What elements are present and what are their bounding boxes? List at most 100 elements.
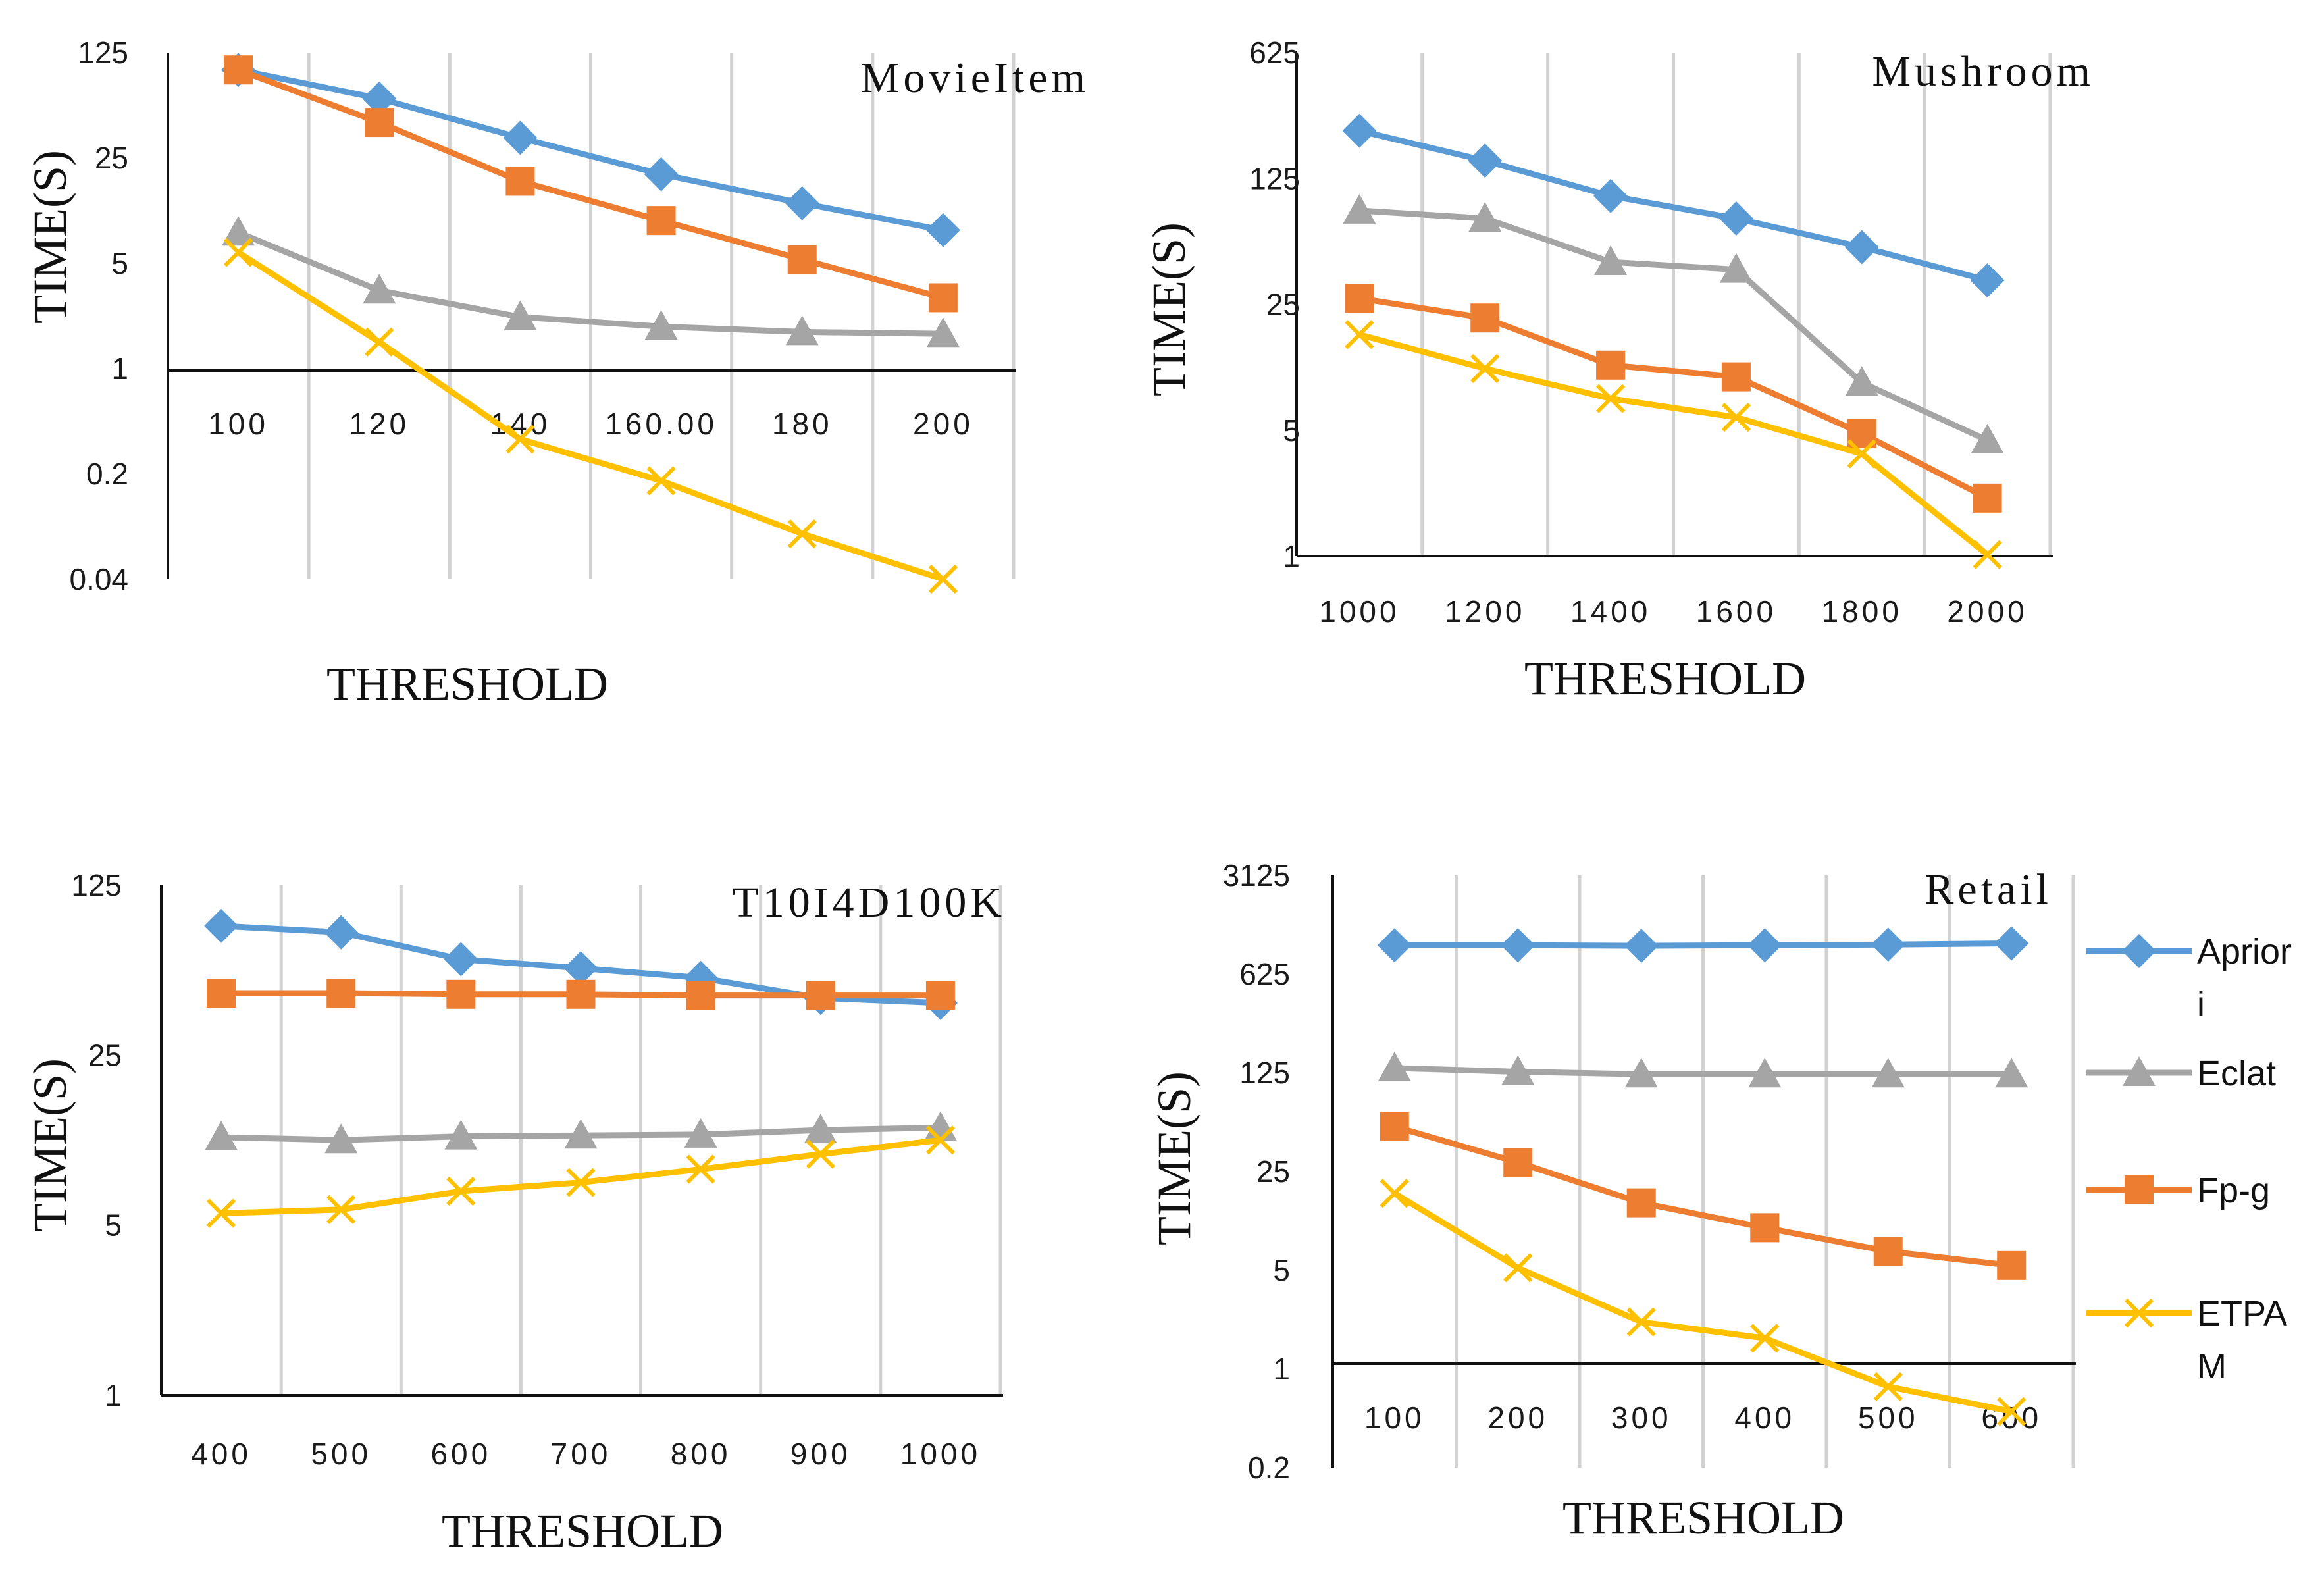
legend-label: Aprior [2197, 932, 2292, 971]
x-tick-label: 180 [772, 407, 833, 441]
y-tick-label: 625 [1239, 957, 1290, 991]
chart-title: MovieItem [861, 54, 1089, 102]
series-line-etpam [236, 249, 944, 582]
legend-item-apriori: Aprior i [2086, 932, 2292, 1024]
point-eclat [1468, 201, 1502, 232]
point-etpam [1847, 439, 1876, 469]
y-tick-label: 5 [1283, 413, 1300, 448]
legend-label: i [2197, 985, 2205, 1024]
series-line-etpam [1393, 1191, 2013, 1415]
point-fpg [365, 108, 394, 138]
series-line-eclat [1359, 207, 1989, 444]
point-eclat [564, 1119, 598, 1149]
point-eclat [1624, 1058, 1658, 1088]
point-eclat [1343, 193, 1376, 224]
point-apriori [1970, 263, 2005, 297]
point-fpg [326, 978, 356, 1008]
point-apriori [785, 186, 819, 220]
y-axis-label: TIME(S) [24, 150, 76, 324]
point-fpg [1596, 350, 1626, 380]
point-eclat [1748, 1058, 1782, 1088]
point-apriori [1844, 230, 1879, 265]
point-etpam [928, 564, 958, 594]
y-tick-label: 0.2 [86, 457, 128, 491]
y-tick-label: 125 [71, 868, 122, 902]
point-apriori [1377, 928, 1412, 963]
y-tick-label: 0.04 [69, 562, 128, 596]
y-tick-label: 25 [95, 141, 128, 175]
point-eclat [222, 216, 255, 246]
y-tick-label: 125 [1249, 161, 1300, 195]
chart-title: Retail [1924, 865, 2052, 914]
point-fpg [646, 206, 676, 236]
y-tick-label: 125 [1239, 1056, 1290, 1090]
point-etpam [1626, 1307, 1656, 1337]
point-eclat [1995, 1058, 2028, 1088]
point-fpg [928, 283, 958, 313]
point-apriori [1501, 928, 1536, 963]
chart-title: Mushroom [1872, 47, 2094, 95]
y-axis-label: TIME(S) [24, 1058, 76, 1232]
point-apriori [563, 951, 598, 986]
chart-title: T10I4D100K [732, 879, 1006, 927]
x-tick-label: 800 [671, 1437, 731, 1471]
point-apriori [204, 908, 239, 943]
y-tick-label: 1 [105, 1378, 122, 1412]
x-tick-label: 500 [1858, 1401, 1919, 1435]
point-apriori [925, 213, 960, 247]
point-eclat [1501, 1055, 1535, 1085]
point-eclat [504, 300, 537, 330]
y-tick-label: 1 [1273, 1352, 1290, 1386]
point-etpam [1345, 320, 1374, 349]
point-eclat [1871, 1058, 1905, 1088]
x-tick-label: 1200 [1445, 594, 1525, 629]
y-tick-label: 1 [111, 351, 128, 386]
x-tick-label: 200 [1487, 1401, 1548, 1435]
point-etpam [223, 238, 253, 267]
x-tick-label: 500 [311, 1437, 371, 1471]
point-etpam [1503, 1253, 1533, 1283]
point-apriori [1624, 929, 1659, 964]
point-fpg [1345, 284, 1374, 313]
y-tick-label: 0.2 [1248, 1451, 1290, 1485]
legend-marker-eclat [2123, 1056, 2156, 1086]
point-fpg [446, 979, 476, 1009]
point-apriori [1718, 201, 1753, 236]
point-eclat [804, 1114, 837, 1144]
x-tick-label: 1600 [1696, 594, 1776, 629]
point-eclat [1378, 1051, 1411, 1081]
point-fpg [1973, 483, 2002, 513]
series-line-apriori [238, 66, 944, 234]
point-eclat [1845, 366, 1878, 396]
point-apriori [644, 157, 679, 192]
point-etpam [925, 1125, 956, 1155]
series-line-apriori [1394, 940, 2012, 949]
series-line-fpg [237, 67, 944, 301]
x-tick-label: 1000 [1319, 594, 1399, 629]
x-tick-label: 2000 [1947, 594, 2027, 629]
point-etpam [646, 466, 676, 496]
y-tick-label: 5 [1273, 1253, 1290, 1287]
chart-3: 125 25 5 1 400 500 600 700 800 900 1000 T10I4D100K T… [24, 868, 1006, 1557]
point-eclat [644, 310, 678, 340]
point-fpg [1721, 362, 1751, 392]
point-eclat [1594, 245, 1628, 276]
point-etpam [686, 1154, 715, 1184]
legend-item-fpg: Fp-g [2086, 1171, 2270, 1210]
y-tick-label: 1 [1283, 539, 1300, 573]
point-eclat [363, 274, 396, 304]
point-etpam [206, 1198, 236, 1228]
point-etpam [1873, 1372, 1903, 1401]
point-eclat [1719, 253, 1753, 283]
y-axis-label: TIME(S) [1148, 1071, 1201, 1245]
x-axis-label: THRESHOLD [1562, 1491, 1844, 1544]
y-tick-label: 25 [1266, 288, 1300, 322]
point-apriori [324, 915, 359, 950]
point-fpg [1997, 1250, 2027, 1280]
x-axis-label: THRESHOLD [442, 1505, 723, 1557]
point-apriori [503, 120, 538, 155]
series-line-apriori [1358, 128, 1988, 284]
point-etpam [446, 1176, 476, 1206]
